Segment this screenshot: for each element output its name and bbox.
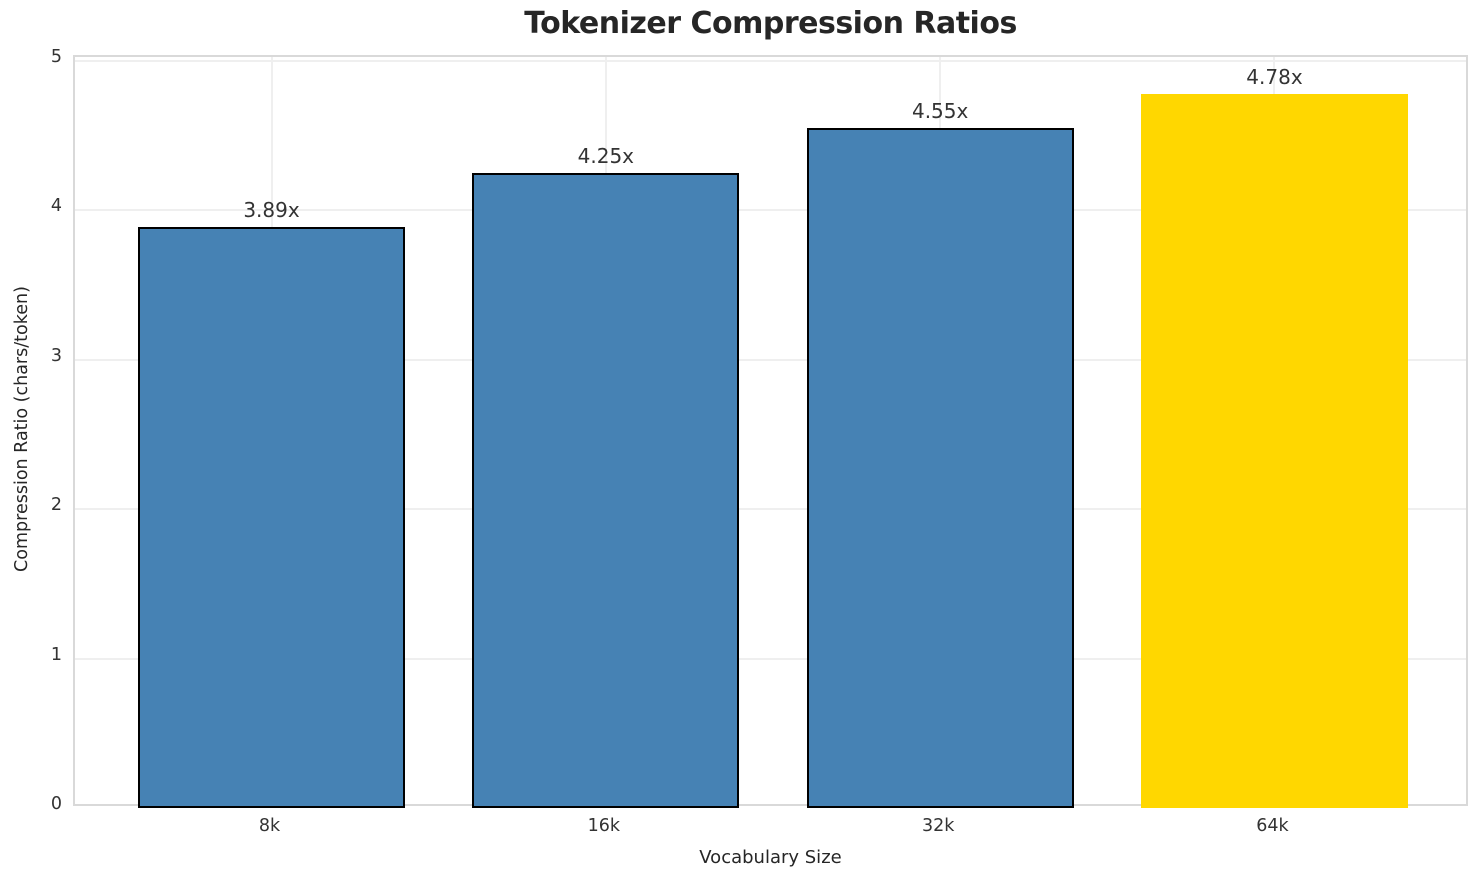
chart-title: Tokenizer Compression Ratios bbox=[524, 6, 1017, 41]
y-gridline-1 bbox=[75, 657, 1466, 660]
bar-16k bbox=[472, 173, 740, 808]
y-tick-label-3: 3 bbox=[50, 345, 62, 366]
bar-32k bbox=[806, 128, 1074, 808]
bar-value-label-64k: 4.78x bbox=[1246, 64, 1303, 89]
y-gridline-5 bbox=[75, 60, 1466, 62]
y-tick-label-1: 1 bbox=[50, 644, 62, 665]
x-tick-label-16k: 16k bbox=[587, 816, 621, 836]
y-gridline-2 bbox=[75, 508, 1466, 511]
x-tick-label-64k: 64k bbox=[1256, 816, 1289, 836]
y-axis-label: Compression Ratio (chars/token) bbox=[12, 286, 32, 572]
x-tick-label-8k: 8k bbox=[258, 816, 281, 836]
bar-value-label-8k: 3.89x bbox=[243, 197, 300, 222]
bar-64k bbox=[1140, 93, 1408, 808]
y-tick-label-0: 0 bbox=[50, 794, 62, 814]
plot-area: 3.89x 4.25x 4.55x 4.78x bbox=[73, 55, 1468, 808]
y-gridline-3 bbox=[75, 358, 1466, 361]
y-tick-label-5: 5 bbox=[50, 47, 62, 67]
bar-value-label-16k: 4.25x bbox=[577, 144, 635, 169]
bar-8k bbox=[138, 226, 405, 808]
y-tick-label-2: 2 bbox=[50, 495, 62, 516]
x-axis-label: Vocabulary Size bbox=[699, 847, 842, 868]
x-tick-label-32k: 32k bbox=[921, 816, 955, 836]
y-gridline-4 bbox=[75, 209, 1466, 212]
y-tick-label-4: 4 bbox=[50, 196, 62, 217]
bar-value-label-32k: 4.55x bbox=[911, 99, 969, 124]
